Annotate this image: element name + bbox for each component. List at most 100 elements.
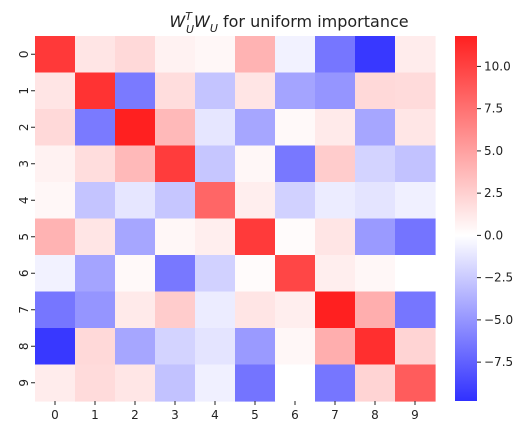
heatmap-cell-8-7	[315, 328, 356, 366]
heatmap-cell-4-9	[395, 182, 436, 220]
colorbar-tick-label: 10.0	[484, 59, 511, 73]
colorbar-tick-label: 5.0	[484, 144, 503, 158]
heatmap-cell-7-0	[35, 291, 76, 329]
heatmap-cell-0-6	[275, 36, 316, 74]
heatmap-cell-7-4	[195, 291, 236, 329]
title-sup-t: T	[185, 10, 193, 23]
heatmap-cell-3-6	[275, 145, 316, 183]
heatmap-cell-9-9	[395, 364, 436, 402]
heatmap-cell-3-5	[235, 145, 276, 183]
heatmap-cell-5-9	[395, 218, 436, 256]
heatmap-cell-7-6	[275, 291, 316, 329]
y-tick-label: 2	[17, 123, 31, 131]
heatmap-cell-0-1	[75, 36, 116, 74]
y-tick-label: 5	[17, 233, 31, 241]
heatmap-cell-6-7	[315, 255, 356, 293]
heatmap-cell-1-6	[275, 72, 316, 110]
heatmap-cell-1-7	[315, 72, 356, 110]
colorbar	[455, 36, 477, 401]
heatmap-cell-5-1	[75, 218, 116, 256]
chart-title: WT UWU for uniform importance	[169, 10, 408, 36]
heatmap-cell-4-4	[195, 182, 236, 220]
x-tick-label: 4	[211, 408, 219, 422]
heatmap-cell-0-2	[115, 36, 156, 74]
heatmap-cell-9-8	[355, 364, 396, 402]
colorbar-ticks: −7.5 −5.0 −2.5 0.0 2.5 5.0 7.5 10.0	[477, 59, 513, 369]
title-rest: for uniform importance	[218, 12, 409, 31]
heatmap-cell-9-1	[75, 364, 116, 402]
x-tick-label: 5	[251, 408, 259, 422]
heatmap-cell-8-4	[195, 328, 236, 366]
heatmap-cell-2-7	[315, 109, 356, 147]
heatmap-cell-2-5	[235, 109, 276, 147]
title-w2: W	[194, 12, 211, 31]
heatmap-cell-1-5	[235, 72, 276, 110]
y-tick-label: 3	[17, 160, 31, 168]
heatmap-cell-0-7	[315, 36, 356, 74]
y-tick-label: 0	[17, 50, 31, 58]
heatmap-cell-0-0	[35, 36, 76, 74]
heatmap-cell-6-2	[115, 255, 156, 293]
heatmap-cell-4-6	[275, 182, 316, 220]
heatmap-cell-6-1	[75, 255, 116, 293]
heatmap-cell-1-4	[195, 72, 236, 110]
x-tick-label: 2	[131, 408, 139, 422]
heatmap-cell-3-8	[355, 145, 396, 183]
heatmap-cell-9-0	[35, 364, 76, 402]
heatmap-cell-3-1	[75, 145, 116, 183]
colorbar-tick-label: −7.5	[484, 355, 513, 369]
heatmap-cell-6-9	[395, 255, 436, 293]
heatmap-cell-9-5	[235, 364, 276, 402]
heatmap-cell-9-3	[155, 364, 196, 402]
heatmap-cell-1-9	[395, 72, 436, 110]
heatmap-cell-2-3	[155, 109, 196, 147]
colorbar-tick-label: 0.0	[484, 228, 503, 242]
y-tick-label: 1	[17, 87, 31, 95]
heatmap-cell-8-5	[235, 328, 276, 366]
x-tick-label: 6	[291, 408, 299, 422]
x-tick-label: 0	[51, 408, 59, 422]
x-tick-label: 3	[171, 408, 179, 422]
x-axis-ticks: 0 1 2 3 4 5 6 7 8 9	[51, 401, 419, 422]
heatmap-cell-0-5	[235, 36, 276, 74]
y-tick-label: 9	[17, 379, 31, 387]
heatmap-cell-9-7	[315, 364, 356, 402]
heatmap-cell-6-3	[155, 255, 196, 293]
heatmap-cell-4-8	[355, 182, 396, 220]
heatmap-cell-2-8	[355, 109, 396, 147]
colorbar-tick-label: 2.5	[484, 186, 503, 200]
heatmap-cell-1-3	[155, 72, 196, 110]
y-tick-label: 8	[17, 342, 31, 350]
heatmap-cell-7-3	[155, 291, 196, 329]
heatmap-cell-6-8	[355, 255, 396, 293]
heatmap-cell-7-1	[75, 291, 116, 329]
heatmap-cell-3-3	[155, 145, 196, 183]
heatmap-cell-8-6	[275, 328, 316, 366]
heatmap-cell-2-4	[195, 109, 236, 147]
heatmap-cell-9-4	[195, 364, 236, 402]
colorbar-tick-label: −5.0	[484, 313, 513, 327]
heatmap-cell-6-5	[235, 255, 276, 293]
heatmap-cell-8-1	[75, 328, 116, 366]
heatmap-cell-5-3	[155, 218, 196, 256]
heatmap-cell-7-2	[115, 291, 156, 329]
heatmap-cell-4-0	[35, 182, 76, 220]
x-tick-label: 8	[371, 408, 379, 422]
heatmap-cell-3-7	[315, 145, 356, 183]
title-w1: W	[169, 12, 186, 31]
title-sub-u2: U	[210, 22, 218, 35]
heatmap-cell-5-7	[315, 218, 356, 256]
x-tick-label: 7	[331, 408, 339, 422]
x-tick-label: 9	[411, 408, 419, 422]
heatmap-cell-0-4	[195, 36, 236, 74]
y-axis-ticks: 0 1 2 3 4 5 6 7 8 9	[17, 50, 35, 387]
heatmap-cell-6-4	[195, 255, 236, 293]
heatmap-cell-4-1	[75, 182, 116, 220]
heatmap-cell-4-3	[155, 182, 196, 220]
heatmap-cell-5-8	[355, 218, 396, 256]
y-tick-label: 7	[17, 306, 31, 314]
heatmap-cells	[35, 36, 436, 402]
heatmap-cell-1-1	[75, 72, 116, 110]
